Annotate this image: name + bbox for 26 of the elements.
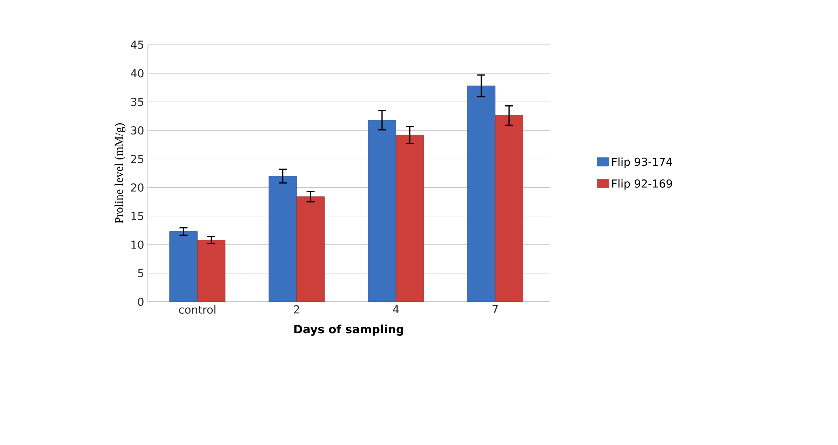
legend-label: Flip 93-174 xyxy=(612,158,672,168)
y-tick-label: 25 xyxy=(131,155,144,164)
bar xyxy=(296,196,325,302)
x-axis-title: Days of sampling xyxy=(294,324,404,336)
y-tick-label: 20 xyxy=(131,184,144,192)
bar xyxy=(197,240,226,302)
y-tick-label: 40 xyxy=(131,69,144,78)
y-tick-label: 10 xyxy=(132,240,144,250)
x-tick-label: 4 xyxy=(393,306,400,314)
y-tick-label: 45 xyxy=(131,40,144,50)
bar xyxy=(495,116,524,302)
y-tick-label: 35 xyxy=(131,98,144,106)
bar xyxy=(368,120,396,302)
bar xyxy=(268,176,298,302)
legend-label: Flip 92-169 xyxy=(612,179,672,190)
x-tick-label: 7 xyxy=(492,306,498,314)
bar xyxy=(467,86,496,302)
y-tick-label: 30 xyxy=(131,126,144,135)
y-tick-label: 5 xyxy=(138,269,144,278)
y-tick-label: 0 xyxy=(138,298,144,306)
y-tick-label: 15 xyxy=(132,212,144,220)
y-axis-title: Proline level (mM/g) xyxy=(114,124,126,224)
x-tick-label: 2 xyxy=(294,306,300,314)
bar xyxy=(396,135,424,302)
x-tick-label: control xyxy=(179,306,216,314)
bar xyxy=(170,232,198,302)
